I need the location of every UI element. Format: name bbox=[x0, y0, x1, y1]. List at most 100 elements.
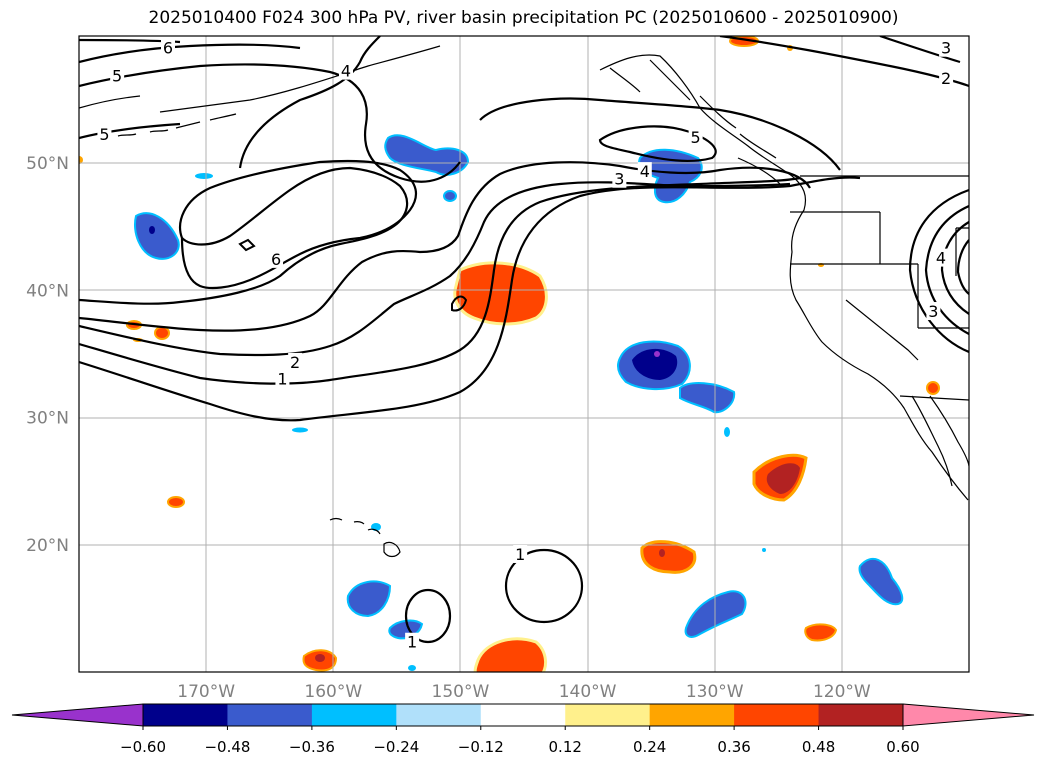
pv-contour-ne-3 bbox=[879, 36, 961, 64]
chart-title: 2025010400 F024 300 hPa PV, river basin … bbox=[148, 8, 899, 28]
positive-anomaly-patch bbox=[167, 496, 185, 508]
contour-label: 3 bbox=[614, 170, 624, 189]
colorbar-tick-label: −0.48 bbox=[204, 738, 250, 756]
california-nevada-border bbox=[845, 299, 919, 361]
colorbar-segment bbox=[480, 704, 566, 726]
pv-contour-small bbox=[451, 295, 468, 312]
colorbar-segment bbox=[396, 704, 482, 726]
pv-contour-south-1 bbox=[504, 548, 584, 624]
utah-colorado-border bbox=[955, 227, 969, 276]
pv-contour-upper-4b bbox=[238, 36, 381, 169]
pv-contour-4 bbox=[79, 161, 811, 332]
negative-anomaly-patch bbox=[384, 134, 470, 176]
pv-contour-east-ring2 bbox=[924, 204, 969, 335]
pv-contour-1 bbox=[79, 176, 861, 422]
contour-label-background bbox=[110, 66, 125, 85]
colorbar-tick-label: 0.60 bbox=[886, 738, 919, 756]
latitude-tick-label: 30°N bbox=[26, 409, 69, 429]
negative-anomaly-core bbox=[149, 226, 155, 234]
map-frame bbox=[78, 35, 970, 673]
pv-contour-small bbox=[238, 238, 256, 252]
contour-label-background bbox=[339, 61, 353, 80]
colorbar-segment bbox=[565, 704, 651, 726]
positive-anomaly-core bbox=[659, 549, 665, 557]
contour-label-background bbox=[288, 352, 303, 371]
positive-anomaly-core bbox=[315, 654, 325, 662]
contour-label-background bbox=[939, 69, 954, 88]
baja-california-coastline bbox=[911, 395, 953, 487]
colorbar-segment bbox=[143, 704, 228, 726]
colorbar-segment bbox=[734, 704, 820, 726]
colorbar-tick-label: −0.60 bbox=[120, 738, 166, 756]
colorbar-segment bbox=[311, 704, 397, 726]
colorbar-tick-label: −0.12 bbox=[458, 738, 504, 756]
contour-label: 5 bbox=[691, 128, 701, 147]
colorbar-extend-high bbox=[902, 703, 1035, 727]
positive-anomaly-patch bbox=[79, 156, 83, 164]
contour-label-background bbox=[269, 249, 284, 268]
pv-contour-3 bbox=[79, 181, 791, 357]
latitude-tick-label: 20°N bbox=[26, 536, 69, 556]
contour-label-background bbox=[926, 302, 941, 321]
contour-label-background bbox=[275, 369, 290, 388]
negative-anomaly-patch bbox=[858, 557, 904, 606]
pv-contour-east-ring4 bbox=[956, 239, 969, 295]
contour-label: 4 bbox=[640, 162, 650, 181]
pv-contour-upper-5b bbox=[79, 122, 181, 140]
colorbar-segment bbox=[818, 704, 904, 726]
negative-anomaly-patch bbox=[724, 427, 730, 437]
negative-anomaly-patch bbox=[684, 590, 747, 638]
negative-anomaly-patch bbox=[443, 190, 457, 202]
positive-anomaly-patch bbox=[926, 381, 940, 395]
pv-contour-east-ring bbox=[908, 188, 969, 354]
colorbar-frame bbox=[142, 703, 904, 727]
north-america-coastline bbox=[599, 54, 969, 501]
us-mexico-border bbox=[899, 395, 969, 401]
pv-contour-east-ring3 bbox=[940, 221, 969, 315]
colorbar-tick-label: 0.24 bbox=[633, 738, 666, 756]
positive-anomaly-patch bbox=[473, 637, 547, 672]
coastlines bbox=[79, 45, 969, 558]
positive-anomaly-core bbox=[766, 463, 800, 494]
colorbar-extend-low bbox=[11, 703, 144, 727]
negative-anomaly-patch bbox=[762, 548, 766, 552]
contour-label: 5 bbox=[99, 125, 109, 144]
negative-anomaly-patch bbox=[292, 427, 308, 433]
pv-contour-6 bbox=[179, 159, 418, 290]
colorbar-tick-label: 0.12 bbox=[549, 738, 582, 756]
latitude-tick-label: 50°N bbox=[26, 154, 69, 174]
longitude-tick-label: 160°W bbox=[304, 682, 362, 702]
pv-contour-upper-5 bbox=[79, 43, 301, 64]
positive-anomaly-patch bbox=[804, 623, 838, 642]
positive-anomaly-patch bbox=[154, 326, 170, 340]
negative-anomaly-patch bbox=[195, 173, 213, 179]
contour-label: 6 bbox=[271, 250, 281, 269]
negative-anomaly-patch bbox=[679, 382, 736, 414]
hawaiian-islands bbox=[329, 517, 401, 558]
contour-label-background bbox=[939, 38, 954, 57]
contour-label-background bbox=[934, 248, 949, 267]
contour-label: 1 bbox=[515, 545, 525, 564]
colorbar-segment bbox=[227, 704, 313, 726]
pv-contour-5-loop bbox=[598, 125, 717, 162]
alaska-panhandle-coastline bbox=[609, 59, 777, 159]
negative-anomaly-patch bbox=[408, 665, 416, 671]
longitude-tick-label: 170°W bbox=[177, 682, 235, 702]
positive-anomaly-patch bbox=[640, 540, 697, 574]
colorbar-tick-label: −0.24 bbox=[373, 738, 419, 756]
precipitation-anomaly-patches bbox=[79, 36, 940, 672]
negative-anomaly-patch bbox=[346, 580, 392, 618]
contour-label: 3 bbox=[928, 302, 938, 321]
pv-contour-3-top bbox=[479, 97, 841, 171]
contour-label-background bbox=[688, 127, 703, 146]
contour-label: 2 bbox=[941, 69, 951, 88]
colorbar-segment bbox=[649, 704, 735, 726]
colorbar-tick-label: −0.36 bbox=[289, 738, 335, 756]
latitude-tick-label: 40°N bbox=[26, 281, 69, 301]
contour-label-background bbox=[97, 125, 112, 144]
pv-contour-south-1b bbox=[404, 588, 452, 644]
longitude-tick-label: 130°W bbox=[686, 682, 744, 702]
